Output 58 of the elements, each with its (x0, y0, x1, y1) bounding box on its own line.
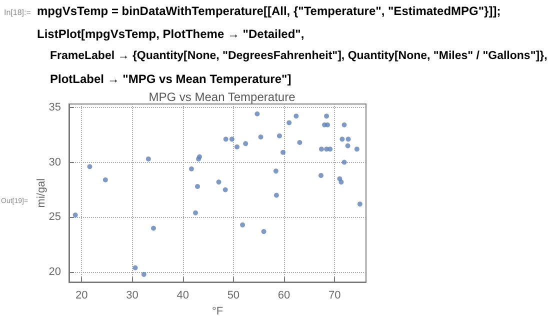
y-tick-label: 30 (48, 156, 61, 168)
x-tick-label: 70 (328, 290, 341, 302)
point (243, 141, 248, 146)
point (345, 143, 350, 148)
point (325, 122, 330, 128)
point (346, 136, 351, 142)
point (273, 168, 278, 174)
text: In[18]:= (4, 8, 31, 17)
point (340, 136, 345, 142)
point (87, 164, 92, 170)
point (318, 172, 324, 178)
point (338, 180, 344, 185)
point (280, 150, 286, 155)
x-axis-title: °F (212, 306, 224, 318)
point (216, 180, 222, 185)
point (294, 114, 299, 119)
point (195, 184, 200, 189)
point (324, 114, 330, 119)
point (132, 265, 138, 270)
text: ListPlot[mpgVsTemp, PlotTheme → "Detailed", (37, 27, 304, 41)
text: mpgVsTemp = binDataWithTemperature[[All, {"Temperature", "EstimatedMPG"}]]; (37, 4, 501, 18)
point (188, 166, 194, 172)
point (72, 212, 78, 218)
text: FrameLabel → {Quantity[None, "DegreesFahrenheit"], Quantity[None, "Miles" / "Gallons"]}, (50, 50, 548, 62)
point (274, 192, 279, 198)
point (151, 226, 156, 231)
point (328, 146, 333, 152)
point (318, 146, 324, 152)
point (276, 133, 282, 138)
point (141, 272, 146, 277)
point (102, 177, 108, 182)
x-tick-label: 40 (176, 290, 189, 302)
point (254, 111, 260, 116)
point (192, 210, 198, 216)
x-tick-label: 20 (76, 290, 88, 302)
point (222, 187, 228, 192)
point (357, 202, 362, 207)
x-tick-label: 30 (126, 290, 138, 302)
x-tick-label: 60 (278, 290, 290, 302)
y-axis-title: mi/gal (36, 178, 48, 208)
point (342, 160, 347, 165)
point (342, 122, 347, 128)
x-tick-label: 50 (227, 290, 240, 302)
y-tick-label: 35 (48, 101, 61, 114)
point (261, 229, 266, 234)
point (258, 134, 264, 140)
point (234, 144, 240, 150)
chart-title: MPG vs Mean Temperature (148, 90, 296, 104)
point (240, 222, 246, 228)
point (223, 136, 228, 142)
y-tick-label: 25 (48, 211, 61, 224)
text: PlotLabel → "MPG vs Mean Temperature"] (50, 72, 292, 86)
point (297, 140, 302, 145)
point (286, 120, 292, 126)
point (146, 156, 151, 162)
point (229, 136, 234, 142)
point (354, 146, 360, 152)
y-tick-label: 20 (48, 266, 61, 278)
